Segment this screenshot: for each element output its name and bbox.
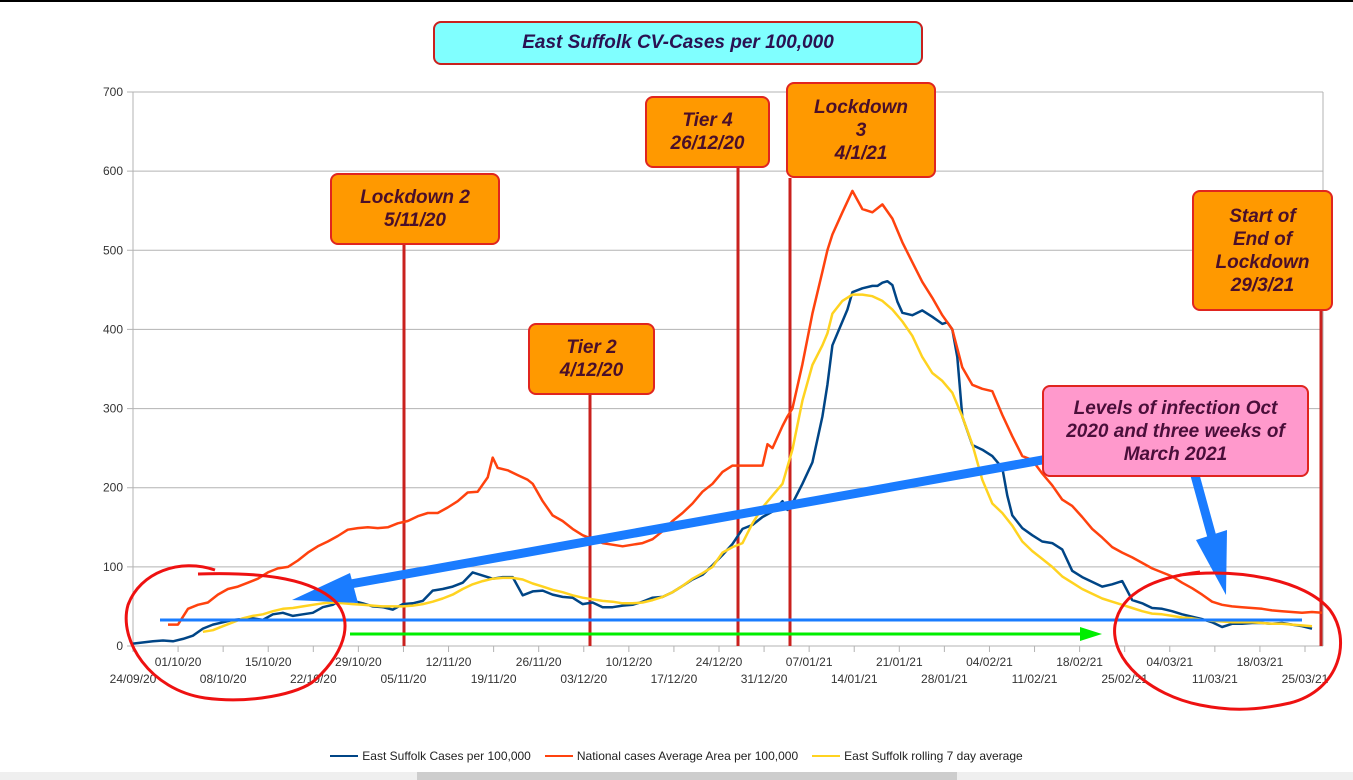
y-tick-label: 500 [103, 243, 123, 257]
blue-arrow-down-head [1196, 530, 1227, 595]
x-tick-label: 10/12/20 [605, 655, 652, 669]
legend-swatch-blue [330, 755, 359, 757]
x-tick-label: 22/10/20 [290, 672, 337, 686]
legend-label: East Suffolk Cases per 100,000 [362, 749, 531, 763]
callout-levels-of-infection: Levels of infection Oct 2020 and three w… [1042, 385, 1309, 477]
x-tick-label: 17/12/20 [651, 672, 698, 686]
legend-item-east-suffolk-cases: East Suffolk Cases per 100,000 [330, 749, 531, 763]
red-highlight-circle-oct [124, 564, 347, 702]
y-tick-label: 300 [103, 402, 123, 416]
chart-title: East Suffolk CV-Cases per 100,000 [433, 21, 923, 65]
x-tick-label: 12/11/20 [426, 655, 472, 669]
callout-tier-4: Tier 4 26/12/20 [645, 96, 770, 168]
blue-arrow-left-head [292, 573, 358, 603]
x-tick-label: 03/12/20 [560, 672, 607, 686]
callout-lockdown-2: Lockdown 2 5/11/20 [330, 173, 500, 245]
x-tick-label: 14/01/21 [831, 672, 878, 686]
x-tick-label: 21/01/21 [876, 655, 923, 669]
x-tick-label: 18/02/21 [1056, 655, 1103, 669]
red-highlight-circle-mar [1113, 570, 1343, 711]
x-tick-label: 05/11/20 [381, 672, 427, 686]
horizontal-scrollbar[interactable] [0, 772, 1353, 780]
x-tick-label: 11/02/21 [1012, 672, 1058, 686]
x-tick-label: 29/10/20 [335, 655, 382, 669]
legend-item-national-cases: National cases Average Area per 100,000 [544, 749, 799, 763]
x-tick-label: 18/03/21 [1237, 655, 1284, 669]
x-tick-label: 15/10/20 [245, 655, 292, 669]
x-tick-label: 24/12/20 [696, 655, 743, 669]
series-line-2 [168, 189, 1323, 626]
legend-label: East Suffolk rolling 7 day average [844, 749, 1023, 763]
x-tick-label: 01/10/20 [155, 655, 202, 669]
y-tick-label: 200 [103, 481, 123, 495]
green-arrow-head [1080, 627, 1102, 641]
y-tick-label: 400 [103, 322, 123, 336]
y-tick-label: 100 [103, 560, 123, 574]
callout-tier-2: Tier 2 4/12/20 [528, 323, 655, 395]
x-tick-label: 08/10/20 [200, 672, 247, 686]
y-axis-ticks: 0 100 200 300 400 500 600 700 [103, 85, 123, 653]
legend-swatch-yellow [812, 755, 841, 757]
x-tick-label: 25/03/21 [1282, 672, 1329, 686]
callout-lockdown-3: Lockdown 3 4/1/21 [786, 82, 936, 178]
annotation-shapes [124, 450, 1343, 711]
x-axis-ticks: 24/09/20 01/10/20 08/10/20 15/10/20 22/10/20… [110, 646, 1329, 686]
legend-swatch-orange [544, 755, 573, 757]
x-tick-label: 31/12/20 [741, 672, 788, 686]
x-tick-label: 04/02/21 [966, 655, 1013, 669]
y-tick-label: 0 [116, 639, 123, 653]
scrollbar-thumb[interactable] [417, 772, 957, 780]
legend-label: National cases Average Area per 100,000 [576, 749, 799, 763]
x-tick-label: 11/03/21 [1192, 672, 1238, 686]
x-tick-label: 24/09/20 [110, 672, 157, 686]
chart-legend: East Suffolk Cases per 100,000 National … [0, 749, 1353, 763]
x-tick-label: 26/11/20 [516, 655, 562, 669]
x-tick-label: 04/03/21 [1146, 655, 1193, 669]
x-tick-label: 19/11/20 [471, 672, 517, 686]
window-top-border [0, 0, 1353, 2]
y-tick-label: 700 [103, 85, 123, 99]
blue-arrow-left-shaft [340, 450, 1075, 590]
x-tick-label: 28/01/21 [921, 672, 968, 686]
y-tick-label: 600 [103, 164, 123, 178]
x-tick-label: 07/01/21 [786, 655, 833, 669]
blue-arrow-down-shaft [1188, 463, 1220, 553]
legend-item-rolling-average: East Suffolk rolling 7 day average [812, 749, 1023, 763]
callout-end-of-lockdown: Start of End of Lockdown 29/3/21 [1192, 190, 1333, 311]
